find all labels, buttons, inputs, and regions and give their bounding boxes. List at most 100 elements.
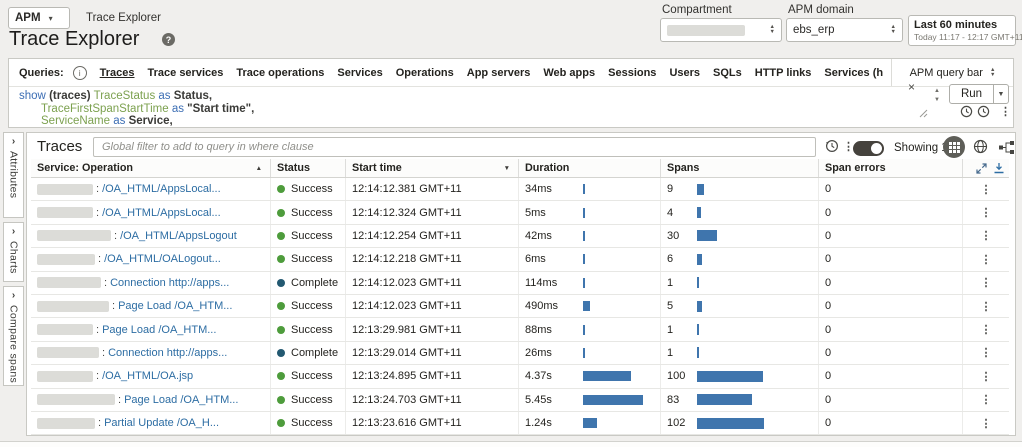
status-dot bbox=[277, 372, 285, 380]
col-duration[interactable]: Duration bbox=[519, 159, 661, 177]
table-row[interactable]: :Connection http://apps...Complete12:13:… bbox=[31, 342, 1009, 365]
start-time: 12:14:12.254 GMT+11 bbox=[346, 225, 519, 247]
tab-trace-services[interactable]: Trace services bbox=[148, 67, 224, 79]
tab-trace-operations[interactable]: Trace operations bbox=[236, 67, 324, 79]
overflow-menu-icon[interactable] bbox=[1000, 105, 1011, 118]
close-icon[interactable] bbox=[908, 81, 915, 93]
query-tabs: Queries: i Traces Trace services Trace o… bbox=[9, 59, 883, 86]
tab-app-servers[interactable]: App servers bbox=[467, 67, 531, 79]
row-actions[interactable] bbox=[963, 365, 1009, 387]
sidebar-tab-attributes[interactable]: Attributes bbox=[3, 132, 24, 218]
expand-icon[interactable] bbox=[976, 163, 987, 174]
table-row[interactable]: :/OA_HTML/AppsLogoutSuccess12:14:12.254 … bbox=[31, 225, 1009, 248]
overflow-menu-icon bbox=[981, 346, 992, 359]
resize-handle-icon[interactable] bbox=[919, 109, 928, 118]
operation-link[interactable]: Page Load /OA_HTM... bbox=[124, 394, 238, 406]
app-selector[interactable]: APM bbox=[8, 7, 70, 29]
chevron-down-icon bbox=[49, 14, 53, 23]
apm-domain-value: ebs_erp bbox=[793, 24, 835, 36]
status-label: Success bbox=[291, 417, 333, 429]
row-actions[interactable] bbox=[963, 225, 1009, 247]
overflow-menu-icon bbox=[981, 206, 992, 219]
tab-operations[interactable]: Operations bbox=[396, 67, 454, 79]
row-actions[interactable] bbox=[963, 272, 1009, 294]
operation-link[interactable]: /OA_HTML/AppsLogout bbox=[120, 230, 237, 242]
row-actions[interactable] bbox=[963, 342, 1009, 364]
operation-link[interactable]: Connection http://apps... bbox=[110, 277, 229, 289]
col-spans[interactable]: Spans bbox=[661, 159, 819, 177]
row-actions[interactable] bbox=[963, 248, 1009, 270]
info-icon[interactable]: i bbox=[73, 66, 87, 80]
row-actions[interactable] bbox=[963, 318, 1009, 340]
apm-domain-select[interactable]: ebs_erp bbox=[786, 18, 903, 42]
table-row[interactable]: :Connection http://apps...Complete12:14:… bbox=[31, 272, 1009, 295]
status-dot bbox=[277, 419, 285, 427]
span-errors-value: 0 bbox=[819, 178, 963, 200]
operation-link[interactable]: Page Load /OA_HTM... bbox=[118, 300, 232, 312]
start-time: 12:13:24.895 GMT+11 bbox=[346, 365, 519, 387]
operation-link[interactable]: Page Load /OA_HTM... bbox=[102, 324, 216, 336]
tab-services[interactable]: Services bbox=[337, 67, 382, 79]
history-icon[interactable] bbox=[960, 105, 973, 118]
table-row[interactable]: :/OA_HTML/OALogout...Success12:14:12.218… bbox=[31, 248, 1009, 271]
tab-http-links[interactable]: HTTP links bbox=[755, 67, 812, 79]
row-actions[interactable] bbox=[963, 295, 1009, 317]
row-actions[interactable] bbox=[963, 412, 1009, 434]
run-button[interactable]: Run bbox=[949, 84, 994, 104]
row-actions[interactable] bbox=[963, 201, 1009, 223]
time-range-select[interactable]: Last 60 minutes Today 11:17 - 12:17 GMT+… bbox=[908, 15, 1016, 46]
table-row[interactable]: :Page Load /OA_HTM...Success12:13:24.703… bbox=[31, 389, 1009, 412]
operation-link[interactable]: /OA_HTML/AppsLocal... bbox=[102, 207, 221, 219]
tab-users[interactable]: Users bbox=[669, 67, 700, 79]
tab-sqls[interactable]: SQLs bbox=[713, 67, 742, 79]
table-row[interactable]: :/OA_HTML/OA.jspSuccess12:13:24.895 GMT+… bbox=[31, 365, 1009, 388]
status-label: Success bbox=[291, 370, 333, 382]
table-row[interactable]: :Page Load /OA_HTM...Success12:14:12.023… bbox=[31, 295, 1009, 318]
table-row[interactable]: :Partial Update /OA_H...Success12:13:23.… bbox=[31, 412, 1009, 435]
duration-bar bbox=[583, 371, 631, 381]
breadcrumb[interactable]: Trace Explorer bbox=[86, 12, 161, 24]
duration-cell: 26ms bbox=[519, 342, 661, 364]
redacted-service bbox=[37, 230, 111, 241]
operation-link[interactable]: Connection http://apps... bbox=[108, 347, 227, 359]
table-row[interactable]: :Page Load /OA_HTM...Success12:13:29.981… bbox=[31, 318, 1009, 341]
col-status[interactable]: Status bbox=[271, 159, 346, 177]
col-start-time[interactable]: Start time▼ bbox=[346, 159, 519, 177]
table-row[interactable]: :/OA_HTML/AppsLocal...Success12:14:12.38… bbox=[31, 178, 1009, 201]
duration-value: 1.24s bbox=[525, 417, 583, 429]
scroll-down-icon[interactable]: ▼ bbox=[934, 97, 940, 103]
redacted-service bbox=[37, 347, 99, 358]
topology-icon[interactable] bbox=[999, 141, 1014, 154]
row-actions[interactable] bbox=[963, 178, 1009, 200]
row-actions[interactable] bbox=[963, 389, 1009, 411]
operation-link[interactable]: Partial Update /OA_H... bbox=[104, 417, 219, 429]
operation-link[interactable]: /OA_HTML/OALogout... bbox=[104, 253, 221, 265]
operation-link[interactable]: /OA_HTML/AppsLocal... bbox=[102, 183, 221, 195]
spans-cell: 83 bbox=[661, 389, 819, 411]
operation-link[interactable]: /OA_HTML/OA.jsp bbox=[102, 370, 193, 382]
globe-icon[interactable] bbox=[973, 139, 988, 154]
help-icon[interactable]: ? bbox=[162, 33, 175, 46]
tab-traces[interactable]: Traces bbox=[100, 67, 135, 79]
scroll-up-icon[interactable]: ▲ bbox=[934, 88, 940, 94]
clock-icon[interactable] bbox=[977, 105, 990, 118]
table-row[interactable]: :/OA_HTML/AppsLocal...Success12:14:12.32… bbox=[31, 201, 1009, 224]
tab-services-histogram[interactable]: Services (histogram) bbox=[824, 67, 883, 79]
sidebar-tab-compare-spans[interactable]: Compare spans bbox=[3, 286, 24, 386]
run-dropdown-button[interactable] bbox=[993, 84, 1009, 104]
compartment-select[interactable] bbox=[660, 18, 782, 42]
grid-view-button[interactable] bbox=[943, 136, 965, 158]
col-service-operation[interactable]: Service: Operation▲ bbox=[31, 159, 271, 177]
download-icon[interactable] bbox=[993, 162, 1005, 174]
tab-web-apps[interactable]: Web apps bbox=[543, 67, 595, 79]
filter-history-icon[interactable] bbox=[825, 139, 839, 153]
sort-asc-icon: ▲ bbox=[256, 165, 264, 172]
duration-bar bbox=[583, 348, 585, 358]
sidebar-tab-charts[interactable]: Charts bbox=[3, 222, 24, 282]
col-span-errors[interactable]: Span errors bbox=[819, 159, 963, 177]
duration-value: 490ms bbox=[525, 300, 583, 312]
global-filter-input[interactable] bbox=[93, 137, 816, 157]
query-editor[interactable]: show (traces) TraceStatus as Status, Tra… bbox=[9, 86, 1013, 127]
tab-sessions[interactable]: Sessions bbox=[608, 67, 656, 79]
table-toggle[interactable] bbox=[853, 141, 884, 156]
